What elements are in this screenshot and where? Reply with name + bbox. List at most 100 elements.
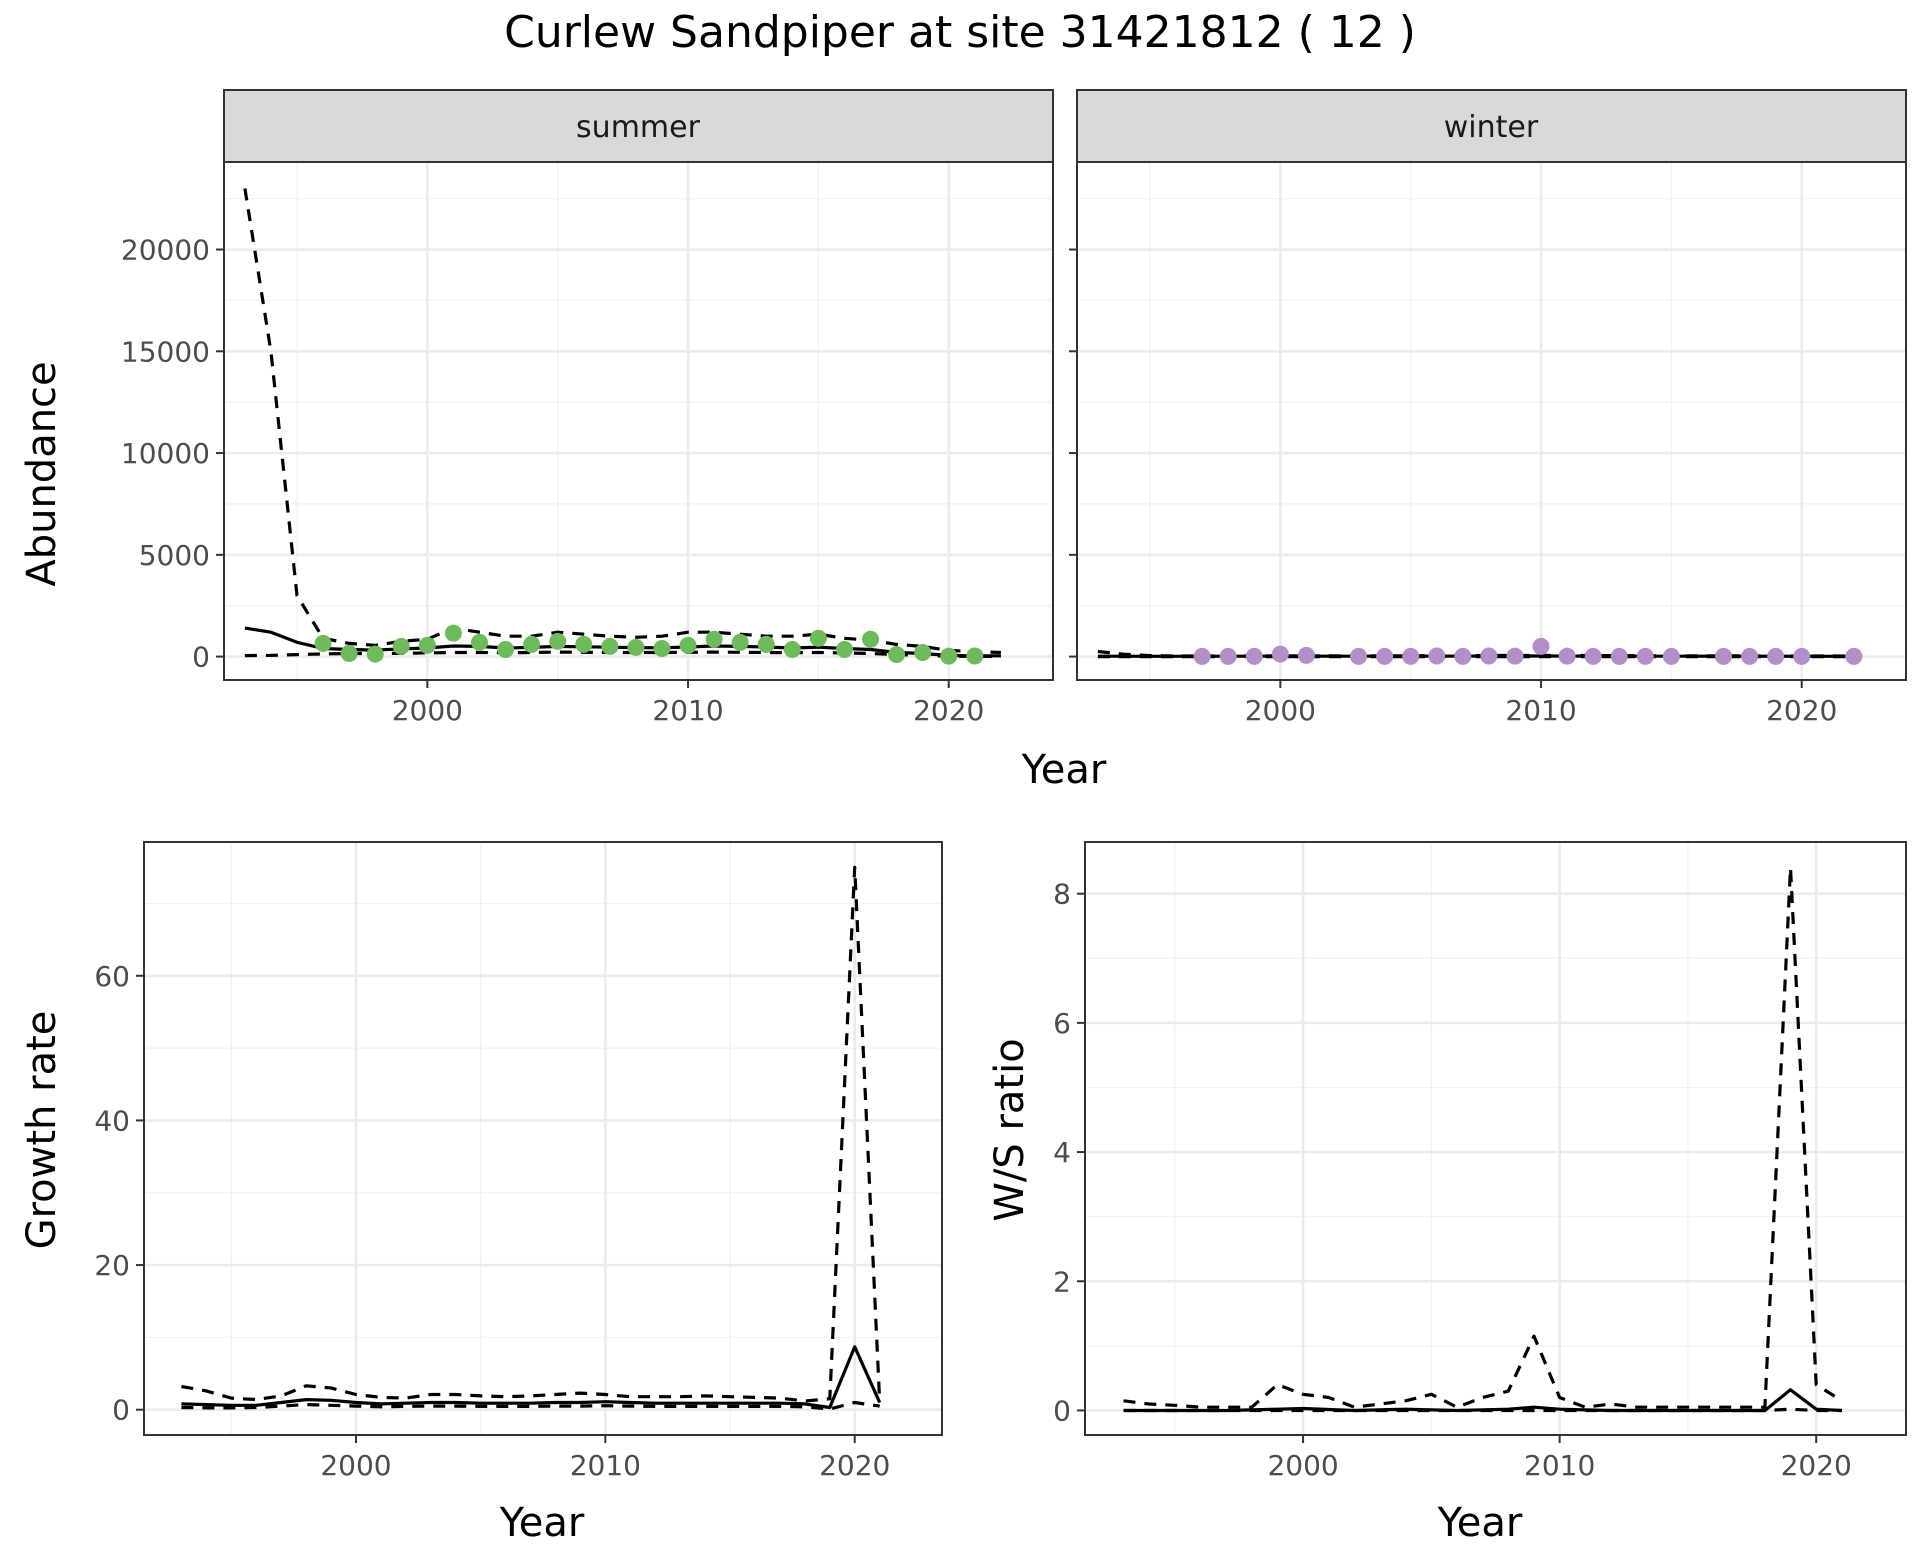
data-point-summer (627, 638, 645, 656)
data-point-summer (575, 635, 593, 653)
data-point-summer (835, 640, 853, 658)
y-tick-label-growth: 60 (94, 960, 130, 993)
x-tick-label-summer: 2010 (652, 694, 723, 727)
data-point-summer (314, 634, 332, 652)
data-point-winter (1350, 647, 1368, 665)
data-point-winter (1402, 647, 1420, 665)
y-tick-label-growth: 40 (94, 1104, 130, 1137)
data-point-summer (757, 635, 775, 653)
y-tick-label-summer: 0 (192, 641, 210, 674)
panel-growth-rate: 2000 2010 2020 0 20 40 60 (94, 841, 943, 1482)
y-tick-label-ratio: 2 (1053, 1265, 1071, 1298)
data-point-winter (1793, 647, 1811, 665)
top-ylabel: Abundance (19, 361, 65, 586)
data-point-winter (1741, 647, 1759, 665)
panel-summer-abundance: 2000 2010 2020 0 5000 10000 15000 20000 (121, 161, 1054, 727)
data-point-summer (888, 646, 906, 664)
data-point-summer (549, 632, 567, 650)
interval-line-ratio-2 (1123, 1407, 1842, 1413)
data-point-winter (1454, 647, 1472, 665)
x-tick-label-growth: 2010 (570, 1449, 641, 1482)
interval-line-summer-1 (243, 188, 1001, 655)
x-tick-label-ratio: 2000 (1267, 1449, 1338, 1482)
strip-winter-label: winter (1444, 110, 1539, 145)
data-point-summer (783, 640, 801, 658)
interval-line-growth-1 (181, 865, 882, 1403)
interval-line-ratio-1 (1123, 866, 1843, 1409)
x-tick-label-growth: 2000 (320, 1449, 391, 1482)
data-point-winter (1506, 647, 1524, 665)
data-point-summer (966, 647, 984, 665)
data-point-winter (1610, 647, 1628, 665)
data-point-winter (1428, 647, 1446, 665)
data-point-summer (601, 637, 619, 655)
data-point-winter (1636, 647, 1654, 665)
data-point-winter (1532, 637, 1550, 655)
data-point-summer (705, 630, 723, 648)
data-point-winter (1584, 647, 1602, 665)
y-tick-label-summer: 5000 (139, 539, 210, 572)
y-tick-label-ratio: 8 (1053, 878, 1071, 911)
y-tick-label-growth: 0 (112, 1394, 130, 1427)
data-point-summer (809, 629, 827, 647)
interval-line-summer-2 (244, 650, 1001, 658)
data-point-winter (1245, 647, 1263, 665)
panel-winter-abundance: 2000 2010 2020 (1069, 161, 1907, 727)
estimate-line-ratio-0 (1123, 1388, 1842, 1413)
estimate-line-growth-0 (181, 1345, 882, 1410)
y-tick-label-ratio: 4 (1053, 1136, 1071, 1169)
panel-border-summer (223, 161, 1054, 681)
data-point-winter (1219, 647, 1237, 665)
data-point-summer (392, 637, 410, 655)
data-point-winter (1297, 646, 1315, 664)
panel-ws-ratio: 2000 2010 2020 0 2 4 6 8 (1053, 841, 1907, 1482)
data-point-winter (1558, 647, 1576, 665)
x-tick-label-winter: 2010 (1505, 694, 1576, 727)
growth-xlabel: Year (499, 1500, 585, 1546)
data-point-winter (1271, 645, 1289, 663)
y-tick-label-summer: 20000 (121, 234, 210, 267)
data-point-summer (444, 624, 462, 642)
data-point-summer (340, 645, 358, 663)
strip-summer-label: summer (576, 110, 701, 145)
x-tick-label-ratio: 2010 (1524, 1449, 1595, 1482)
data-point-winter (1193, 647, 1211, 665)
data-point-winter (1376, 647, 1394, 665)
data-point-winter (1480, 647, 1498, 665)
x-tick-label-winter: 2020 (1766, 694, 1837, 727)
data-point-summer (470, 633, 488, 651)
x-tick-label-growth: 2020 (819, 1449, 890, 1482)
ratio-ylabel: W/S ratio (987, 1038, 1033, 1221)
data-point-summer (940, 647, 958, 665)
data-point-summer (366, 645, 384, 663)
x-tick-label-winter: 2000 (1245, 694, 1316, 727)
interval-line-growth-2 (181, 1400, 880, 1411)
data-point-summer (653, 639, 671, 657)
x-tick-label-ratio: 2020 (1781, 1449, 1852, 1482)
data-point-summer (862, 630, 880, 648)
growth-ylabel: Growth rate (19, 1011, 65, 1250)
y-tick-label-ratio: 6 (1053, 1007, 1071, 1040)
data-point-summer (497, 640, 515, 658)
y-tick-label-summer: 10000 (121, 437, 210, 470)
x-tick-label-summer: 2020 (913, 694, 984, 727)
y-tick-label-growth: 20 (94, 1249, 130, 1282)
panel-border-ratio (1084, 841, 1907, 1436)
data-point-summer (679, 636, 697, 654)
panel-border-growth (143, 841, 943, 1436)
data-point-winter (1767, 647, 1785, 665)
y-tick-label-summer: 15000 (121, 335, 210, 368)
top-xlabel: Year (1021, 747, 1107, 793)
strip-summer-bg (223, 89, 1054, 163)
data-point-winter (1662, 647, 1680, 665)
y-tick-label-ratio: 0 (1053, 1394, 1071, 1427)
data-point-summer (523, 635, 541, 653)
strip-winter-bg (1076, 89, 1907, 163)
data-point-summer (914, 644, 932, 662)
data-point-winter (1845, 647, 1863, 665)
data-point-winter (1715, 647, 1733, 665)
chart-title: Curlew Sandpiper at site 31421812 ( 12 ) (504, 7, 1416, 58)
x-tick-label-summer: 2000 (392, 694, 463, 727)
data-point-summer (731, 633, 749, 651)
